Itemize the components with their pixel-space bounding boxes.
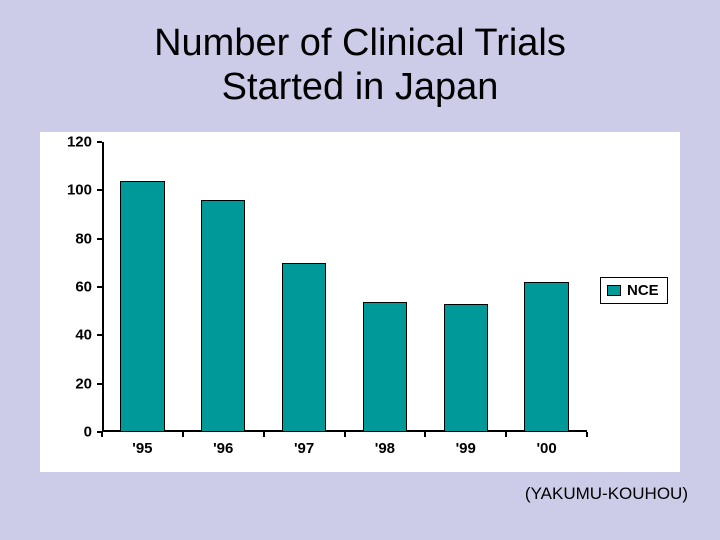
chart: NCE 0 20 40 60 80 100 120 '95 '96 '97 '98 '99 '00 — [40, 132, 680, 472]
source-label: (YAKUMU-KOUHOU) — [525, 484, 688, 504]
xtick-mark — [344, 432, 346, 437]
slide: Number of Clinical Trials Started in Jap… — [0, 0, 720, 540]
bar — [524, 282, 568, 432]
xtick-mark — [586, 432, 588, 437]
ytick-label: 0 — [52, 424, 92, 441]
ytick-label: 60 — [52, 279, 92, 296]
legend: NCE — [600, 277, 668, 304]
ytick-mark — [97, 286, 102, 288]
xtick-label: '00 — [536, 440, 556, 457]
bar — [363, 302, 407, 433]
legend-swatch — [607, 285, 621, 296]
title-line-2: Started in Japan — [222, 66, 499, 108]
bar — [120, 181, 164, 432]
page-title: Number of Clinical Trials Started in Jap… — [0, 22, 720, 109]
ytick-mark — [97, 189, 102, 191]
xtick-mark — [424, 432, 426, 437]
xtick-label: '96 — [213, 440, 233, 457]
ytick-mark — [97, 334, 102, 336]
ytick-label: 20 — [52, 375, 92, 392]
xtick-mark — [182, 432, 184, 437]
legend-label: NCE — [627, 282, 659, 299]
ytick-label: 100 — [52, 182, 92, 199]
xtick-label: '98 — [375, 440, 395, 457]
bar — [282, 263, 326, 432]
xtick-mark — [101, 432, 103, 437]
xtick-label: '95 — [132, 440, 152, 457]
xtick-label: '97 — [294, 440, 314, 457]
ytick-mark — [97, 141, 102, 143]
ytick-mark — [97, 383, 102, 385]
plot-area — [102, 142, 587, 432]
ytick-label: 120 — [52, 134, 92, 151]
ytick-label: 80 — [52, 230, 92, 247]
xtick-mark — [505, 432, 507, 437]
title-line-1: Number of Clinical Trials — [154, 22, 566, 64]
bar — [444, 304, 488, 432]
xtick-label: '99 — [456, 440, 476, 457]
ytick-label: 40 — [52, 327, 92, 344]
xtick-mark — [263, 432, 265, 437]
bar — [201, 200, 245, 432]
ytick-mark — [97, 238, 102, 240]
